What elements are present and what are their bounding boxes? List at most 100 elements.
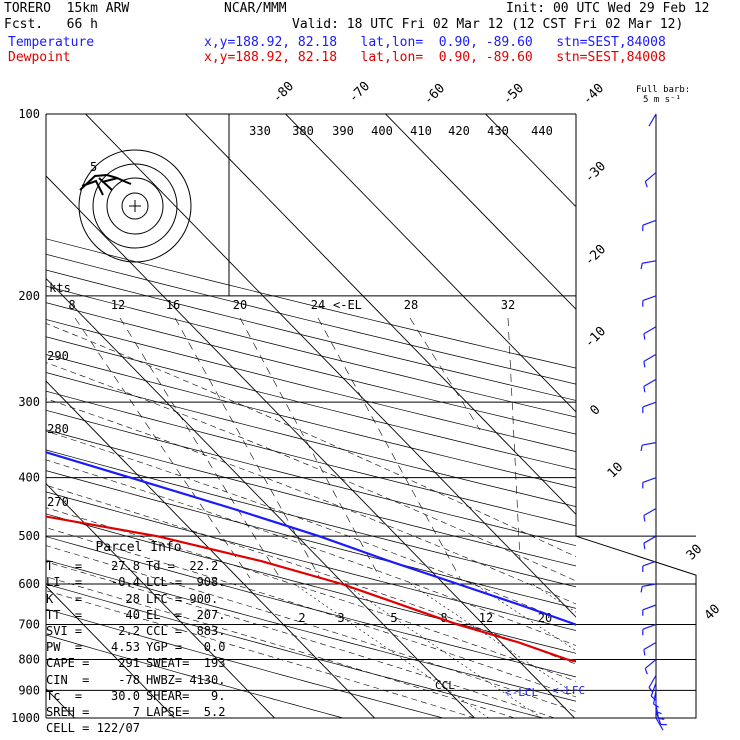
dry-adiabat (46, 449, 576, 588)
hodo-scale-line (239, 317, 381, 579)
parcel-right-value: LAPSE= 5.2 (146, 705, 226, 720)
isotherm-line (46, 380, 375, 718)
pressure-label: 900 (18, 683, 40, 697)
wind-barb-flag (643, 515, 646, 522)
mixing-ratio-label: 8 (440, 611, 447, 625)
parcel-left-value: CELL = 122/07 (46, 721, 140, 736)
isotherm-label: -30 (582, 159, 609, 186)
dry-adiabat (46, 253, 576, 385)
theta-label: 440 (531, 124, 553, 138)
wind-barb (642, 604, 657, 611)
isotherm-line (485, 114, 576, 208)
center-title: NCAR/MMM (224, 1, 287, 16)
wind-barb (650, 682, 657, 697)
isotherm-label: -60 (421, 81, 448, 108)
parcel-row: CAPE = 291 SWEAT= 193 (46, 655, 231, 671)
hodo-scale-line (409, 317, 481, 431)
hodograph-ring (78, 149, 192, 263)
hodo-scale-label: 28 (404, 298, 418, 312)
wind-barb (644, 172, 657, 182)
wind-barb (648, 113, 657, 127)
parcel-row: TT = 40 EL = 207. (46, 607, 231, 623)
theta-side-label: 280 (47, 422, 69, 436)
isotherm-label: -80 (270, 79, 297, 106)
parcel-row: CIN = -78 HWBZ= 4130. (46, 672, 231, 688)
parcel-row: PW = 4.53 YGP = 0.0 (46, 639, 231, 655)
hodo-scale-label: 16 (166, 298, 180, 312)
parcel-right-value: LCL = 908. (146, 575, 226, 590)
parcel-left-value: PW = 4.53 (46, 640, 140, 655)
wind-barb-flag (640, 586, 643, 593)
hodo-scale-label: 32 (501, 298, 515, 312)
wind-barb (655, 717, 664, 731)
dry-adiabat (46, 536, 576, 678)
isotherm-label: 0 (587, 402, 603, 418)
wind-barb (642, 583, 657, 588)
wind-barb-flag (658, 717, 665, 721)
parcel-right-value: YGP = 0.0 (146, 640, 226, 655)
wind-barb (642, 623, 657, 630)
wind-barb (642, 295, 657, 302)
parcel-info-panel: Parcel Info T = 27.8 Td = 22.2 LI = -0.4 LC… (46, 540, 231, 736)
theta-label: 410 (410, 124, 432, 138)
dry-adiabat (46, 559, 576, 702)
wind-barb-flag (643, 386, 646, 393)
moist-adiabat (46, 362, 576, 582)
pressure-label: 200 (18, 289, 40, 303)
wind-barb (642, 477, 657, 483)
wind-barb (642, 219, 657, 226)
wind-barb-flag (643, 543, 646, 550)
theta-side-label: 270 (47, 495, 69, 509)
hodograph-ring (121, 192, 149, 220)
isotherm-line (185, 114, 576, 516)
theta-side-label: 290 (47, 349, 69, 363)
parcel-left-value: T = 27.8 (46, 559, 140, 574)
wind-barb (642, 560, 657, 567)
pressure-label: 700 (18, 617, 40, 631)
wind-barb-flag (655, 710, 662, 715)
wind-barb (643, 326, 657, 335)
hodo-scale-line (507, 317, 521, 561)
isotherm-line (46, 585, 175, 718)
init-time: Init: 00 UTC Wed 29 Feb 12 (506, 1, 710, 16)
temperature-legend: Temperature (8, 35, 95, 50)
parcel-right-value: HWBZ= 4130. (146, 672, 226, 687)
isotherm-label: -20 (582, 242, 609, 269)
theta-label: 430 (487, 124, 509, 138)
theta-label: 330 (249, 124, 271, 138)
parcel-left-value: TT = 40 (46, 607, 140, 622)
parcel-row: Tc = 30.0 SHEAR= 9. (46, 688, 231, 704)
mixing-ratio-label: 5 (390, 611, 397, 625)
parcel-row: CELL = 122/07 (46, 720, 231, 736)
pressure-label: 500 (18, 529, 40, 543)
isotherm-line (85, 114, 576, 618)
dry-adiabat (46, 269, 576, 401)
isotherm-label: 30 (684, 542, 706, 564)
parcel-left-value: CIN = -78 (46, 672, 140, 687)
isotherm-label: -40 (580, 81, 607, 108)
wind-barb (648, 675, 657, 688)
wind-barb (643, 535, 657, 544)
wind-barb (643, 642, 657, 651)
parcel-row: T = 27.8 Td = 22.2 (46, 558, 231, 574)
dry-adiabat (46, 608, 444, 718)
parcel-row: LI = -0.4 LCL = 908. (46, 574, 231, 590)
dewpoint-legend: Dewpoint (8, 50, 71, 65)
wind-barb (644, 659, 657, 669)
hodo-scale-line (174, 317, 321, 579)
isotherm-label: -70 (346, 79, 373, 106)
hodo-scale-label: 8 (68, 298, 75, 312)
wind-barb-flag (653, 703, 660, 708)
wind-barb (643, 378, 657, 387)
isotherm-label: -10 (582, 324, 609, 351)
forecast-hour: Fcst. 66 h (4, 17, 98, 32)
dry-adiabat (46, 429, 576, 567)
hodo-scale-line (317, 317, 461, 579)
el-marker: <-EL (333, 298, 362, 312)
wind-barb-flag (644, 668, 648, 675)
dry-adiabat (46, 285, 576, 418)
wind-barb (652, 690, 657, 705)
hodo-scale-line (119, 317, 281, 579)
wind-barb-flag (640, 263, 643, 270)
wind-barb (642, 260, 657, 264)
